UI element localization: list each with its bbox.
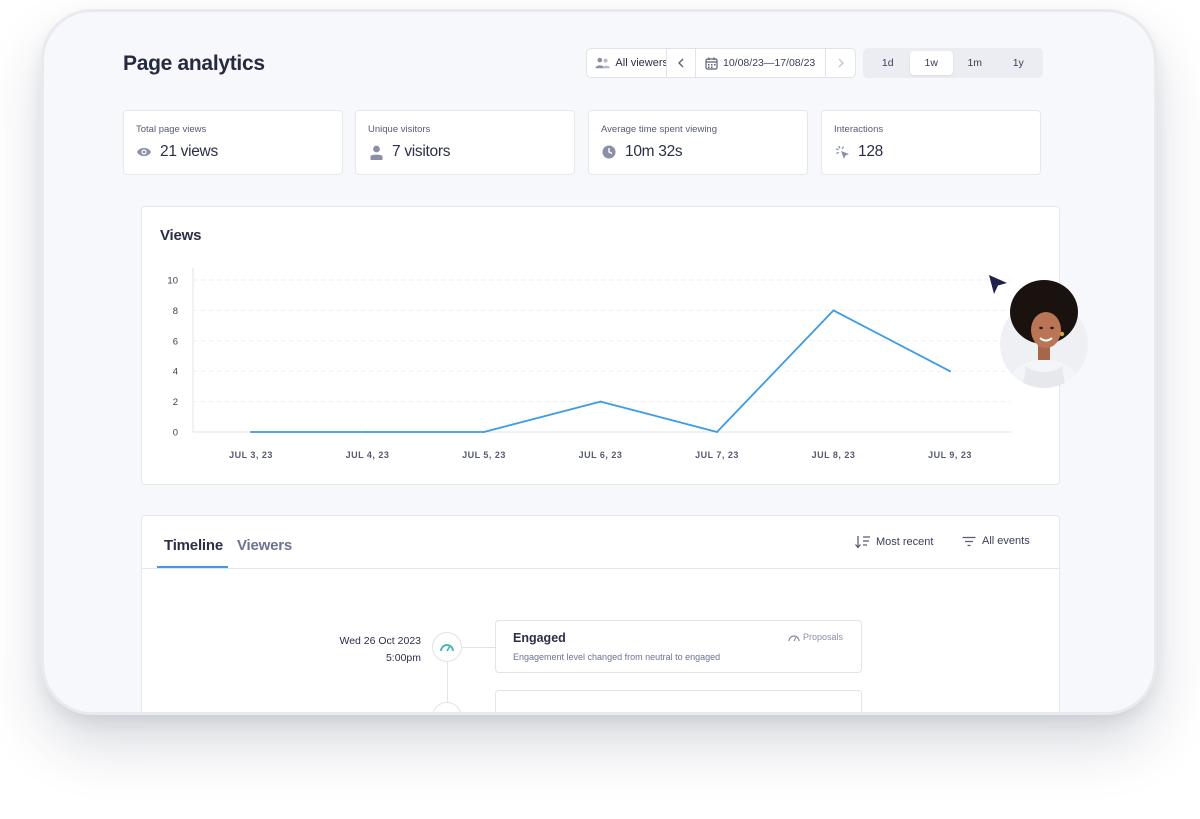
- event-title: Engaged: [513, 631, 566, 645]
- next-range-button[interactable]: [825, 48, 856, 78]
- event-card[interactable]: Engaged Engagement level changed from ne…: [495, 620, 862, 673]
- data-point: [716, 431, 718, 433]
- stat-card-unique-visitors: Unique visitors 7 visitors: [355, 110, 575, 175]
- sort-icon: [855, 536, 870, 549]
- mouse-cursor-icon: [989, 275, 1007, 294]
- y-tick-label: 10: [167, 276, 178, 287]
- chevron-left-icon: [678, 58, 684, 68]
- x-tick-label: JUL 9, 23: [928, 450, 972, 460]
- event-date-time: 5:00pm: [385, 652, 421, 664]
- stat-value-row: 7 visitors: [368, 143, 562, 161]
- y-tick-label: 8: [173, 306, 178, 317]
- stat-label: Interactions: [834, 124, 884, 135]
- event-date-day: Wed 26 Oct 2023: [339, 635, 421, 647]
- event-connector: [462, 647, 495, 648]
- calendar-icon: [705, 57, 718, 70]
- x-tick-label: JUL 8, 23: [812, 450, 856, 460]
- date-range-picker[interactable]: 10/08/23—17/08/23: [695, 48, 826, 78]
- data-point: [483, 431, 485, 433]
- stat-value: 10m 32s: [625, 143, 683, 160]
- tabs-divider: [142, 568, 1059, 569]
- filter-label: All events: [982, 535, 1030, 547]
- views-line-chart: 0 2 4 6 8 10 JUL 3, 23 JUL 4, 23 JUL 5, 23 JUL 6,…: [167, 268, 1011, 460]
- y-tick-label: 2: [173, 397, 178, 408]
- y-tick-label: 4: [173, 367, 178, 378]
- x-tick-label: JUL 6, 23: [579, 450, 623, 460]
- previous-range-button[interactable]: [666, 48, 696, 78]
- x-tick-label: JUL 4, 23: [346, 450, 390, 460]
- stat-card-average-time-spent-viewing: Average time spent viewing 10m 32s: [588, 110, 808, 175]
- x-tick-label: JUL 3, 23: [229, 450, 273, 460]
- stat-card-interactions: Interactions 128: [821, 110, 1041, 175]
- y-tick-label: 6: [173, 336, 178, 347]
- event-node: [432, 632, 462, 662]
- data-point: [599, 400, 602, 403]
- data-point: [366, 431, 369, 433]
- people-icon: [595, 57, 610, 69]
- clock-icon: [601, 144, 617, 160]
- x-tick-label: JUL 7, 23: [695, 450, 739, 460]
- stat-value-row: 128: [834, 143, 1028, 161]
- active-tab-indicator: [157, 566, 228, 568]
- data-point: [832, 309, 835, 312]
- period-1d-button[interactable]: 1d: [881, 57, 894, 69]
- event-node-next: [432, 702, 462, 712]
- person-icon: [368, 144, 384, 160]
- tab-timeline[interactable]: Timeline: [164, 537, 223, 554]
- stat-label: Unique visitors: [368, 124, 431, 135]
- eye-icon: [136, 144, 152, 160]
- all-viewers-label: All viewers: [615, 57, 668, 69]
- period-1y-button[interactable]: 1y: [1012, 57, 1024, 69]
- chart-title: Views: [160, 227, 202, 244]
- filter-icon: [962, 536, 976, 546]
- event-tag: Proposals: [788, 632, 843, 642]
- all-viewers-button[interactable]: All viewers: [586, 48, 668, 78]
- sort-button[interactable]: Most recent: [855, 535, 933, 549]
- avatar: [1000, 280, 1088, 388]
- page-title: Page analytics: [123, 52, 265, 75]
- gauge-small-icon: [788, 634, 800, 641]
- period-selector: 1d 1w 1m 1y: [863, 48, 1043, 78]
- stat-value: 7 visitors: [392, 143, 451, 160]
- stat-value: 21 views: [160, 143, 218, 160]
- event-card-next[interactable]: [495, 690, 862, 712]
- stat-card-total-page-views: Total page views 21 views: [123, 110, 343, 175]
- stat-label: Average time spent viewing: [601, 124, 717, 135]
- sort-label: Most recent: [876, 536, 934, 548]
- event-description: Engagement level changed from neutral to…: [513, 652, 721, 662]
- tab-viewers[interactable]: Viewers: [237, 537, 293, 554]
- chevron-right-icon: [838, 58, 844, 68]
- stat-value: 128: [858, 143, 883, 160]
- stat-value-row: 21 views: [136, 143, 330, 161]
- views-chart-card: Views 0 2 4 6 8 10 JUL 3, 23 JUL 4, 23 JUL 5, 23…: [141, 206, 1060, 485]
- period-1m-button[interactable]: 1m: [967, 57, 983, 69]
- click-icon: [834, 144, 850, 160]
- x-tick-label: JUL 5, 23: [462, 450, 506, 460]
- stat-value-row: 10m 32s: [601, 143, 795, 161]
- filter-button[interactable]: All events: [962, 535, 1030, 547]
- data-point: [250, 431, 252, 433]
- date-range-label: 10/08/23—17/08/23: [723, 57, 816, 69]
- y-tick-label: 0: [173, 428, 178, 439]
- data-point: [949, 370, 951, 373]
- app-window: Page analytics All viewers 10/08/23—17/0…: [44, 12, 1154, 712]
- timeline-line: [447, 662, 448, 712]
- gauge-icon: [440, 644, 454, 652]
- timeline-card: Timeline Viewers Most recent All events …: [141, 515, 1060, 712]
- event-tag-label: Proposals: [802, 632, 843, 642]
- period-1w-button[interactable]: 1w: [909, 51, 953, 75]
- stat-label: Total page views: [136, 124, 207, 135]
- event-date: Wed 26 Oct 2023 5:00pm: [302, 633, 421, 667]
